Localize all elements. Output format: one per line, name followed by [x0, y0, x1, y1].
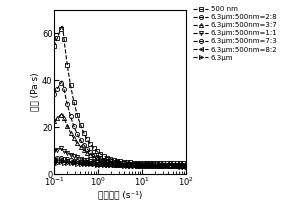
Legend: 500 nm, 6.3μm:500nm=2:8, 6.3μm:500nm=3:7, 6.3μm:500nm=1:1, 6.3μm:500nm=7:3, 6.3μ: 500 nm, 6.3μm:500nm=2:8, 6.3μm:500nm=3:7…	[193, 5, 278, 61]
X-axis label: 剪切速率 (s⁻¹): 剪切速率 (s⁻¹)	[98, 191, 142, 200]
Y-axis label: 粘度 (Pa·s): 粘度 (Pa·s)	[30, 73, 39, 111]
